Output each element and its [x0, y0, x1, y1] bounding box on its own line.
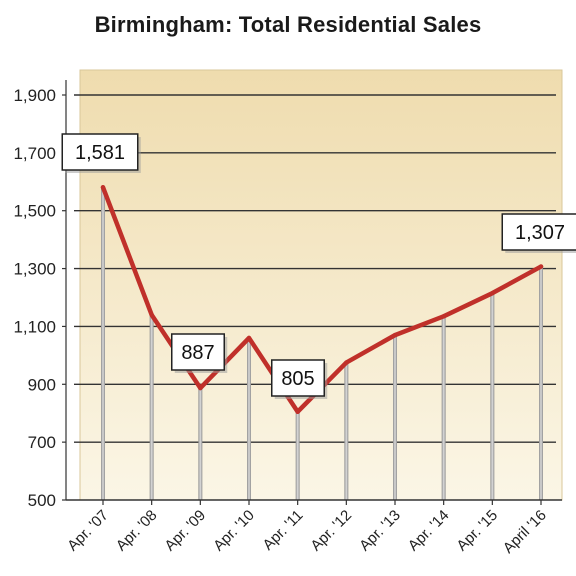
y-tick-label: 500	[28, 491, 56, 510]
drop-line	[101, 187, 105, 500]
data-point	[344, 360, 349, 365]
drop-line	[247, 338, 251, 500]
x-tick-label: April '16	[500, 507, 550, 557]
x-tick-label: Apr. '11	[260, 507, 307, 554]
data-label: 1,581	[61, 133, 141, 173]
x-tick-label: Apr. '08	[113, 507, 161, 555]
y-tick-label: 1,500	[13, 202, 56, 221]
data-point	[246, 335, 252, 341]
x-tick-label: Apr. '09	[161, 507, 209, 555]
x-tick-label: Apr. '13	[356, 507, 404, 555]
data-label-box	[271, 359, 325, 397]
data-label: 887	[171, 333, 228, 373]
drop-line	[149, 314, 154, 500]
drop-line	[490, 293, 495, 500]
data-label: 805	[271, 359, 328, 399]
drop-line	[441, 316, 446, 500]
drop-line	[539, 266, 543, 500]
y-tick-label: 1,300	[13, 260, 56, 279]
x-tick-label: Apr. '12	[307, 507, 355, 555]
chart-title: Birmingham: Total Residential Sales	[94, 12, 482, 37]
data-point	[538, 264, 544, 269]
data-label-text: 1,307	[515, 222, 565, 244]
data-label-box	[171, 333, 225, 371]
x-tick-label: Apr. '15	[453, 507, 501, 555]
plot-area	[79, 69, 563, 501]
drop-line	[393, 335, 397, 500]
y-tick-label: 1,900	[13, 86, 56, 105]
drop-line	[198, 388, 203, 500]
data-point	[441, 314, 446, 319]
data-point	[198, 385, 203, 391]
data-label-text: 1,581	[75, 142, 125, 164]
drop-line	[344, 362, 349, 500]
data-label: 1,307	[501, 213, 576, 253]
y-tick-label: 900	[28, 375, 56, 394]
data-point	[100, 185, 106, 190]
data-point	[392, 332, 398, 338]
x-tick-label: Apr. '07	[64, 507, 112, 555]
x-tick-label: Apr. '10	[210, 507, 258, 555]
drop-line	[295, 411, 300, 500]
data-label-box	[61, 133, 139, 171]
data-label-box	[501, 213, 576, 251]
data-point	[295, 409, 300, 414]
data-label-text: 887	[181, 342, 214, 364]
y-tick-label: 1,700	[13, 144, 56, 163]
data-label-text: 805	[281, 368, 314, 390]
data-point	[149, 312, 154, 318]
x-tick-label: Apr. '14	[405, 507, 453, 555]
y-tick-label: 700	[28, 433, 56, 452]
data-point	[490, 290, 495, 296]
y-tick-label: 1,100	[13, 317, 56, 336]
